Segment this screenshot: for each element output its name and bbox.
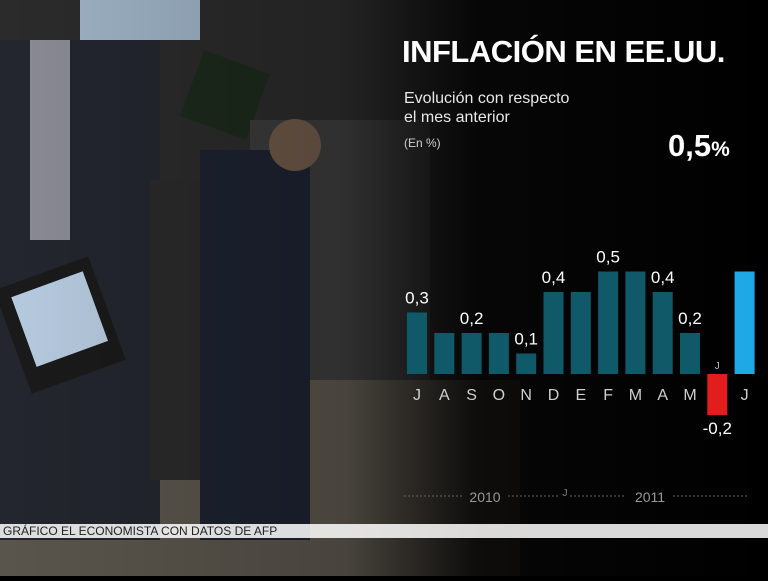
x-tick-label-9: M [629,387,642,404]
page-title: INFLACIÓN EN EE.UU. [402,34,725,69]
unit-label: (En %) [404,136,441,150]
x-tick-label-10: A [657,387,668,404]
x-tick-label-2: A [439,387,450,404]
year-label-2011: 2011 [635,489,665,505]
bar-12 [707,374,728,415]
bar-5 [516,353,537,374]
bar-value-label-3: 0,2 [460,309,484,328]
highlight-number: 0,5 [668,128,712,163]
bar-value-label-5: 0,1 [514,330,538,349]
x-tick-label-6: D [548,387,560,404]
bar-13 [734,271,755,374]
x-tick-label-12: J [715,361,720,372]
x-tick-label-11: M [683,387,696,404]
x-tick-label-4: O [493,387,505,404]
footer-band: GRÁFICO EL ECONOMISTA CON DATOS DE AFP [0,524,768,538]
chart-subtitle: Evolución con respecto el mes anterior [404,90,570,126]
bar-8 [598,271,619,374]
bar-10 [652,292,673,374]
bar-6 [543,292,564,374]
year-label-2010: 2010 [469,489,500,505]
source-credit: GRÁFICO EL ECONOMISTA CON DATOS DE AFP [3,524,278,538]
bar-value-label-8: 0,5 [596,248,620,267]
x-tick-label-13: J [741,387,749,404]
bar-2 [434,333,455,374]
bar-value-label-1: 0,3 [405,289,429,308]
bar-value-label-6: 0,4 [542,268,566,287]
x-tick-label-1: J [413,387,421,404]
highlight-value: 0,5% [668,128,730,164]
bar-9 [625,271,646,374]
bar-value-label-10: 0,4 [651,268,675,287]
x-tick-label-5: N [520,387,532,404]
bar-value-label-11: 0,2 [678,309,702,328]
bar-4 [488,333,509,374]
year-separator-mark: J [563,488,568,499]
x-tick-label-8: F [603,387,613,404]
bar-value-label-12: -0,2 [703,419,732,438]
bar-7 [570,292,591,374]
bar-3 [461,333,482,374]
x-tick-label-3: S [466,387,477,404]
x-tick-label-7: E [575,387,586,404]
bar-1 [407,312,427,374]
bar-11 [680,333,700,374]
highlight-percent: % [711,138,730,161]
